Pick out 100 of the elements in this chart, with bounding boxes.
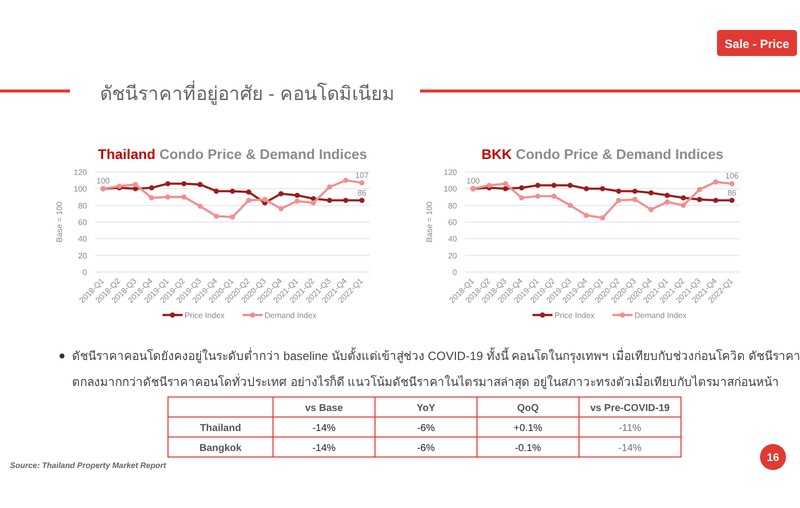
point — [502, 186, 508, 192]
point — [664, 192, 670, 198]
point — [486, 182, 492, 188]
point — [632, 188, 638, 194]
legend-label: Price Index — [554, 311, 595, 320]
chart-title: Thailand Condo Price & Demand Indices — [98, 146, 368, 162]
point — [568, 182, 573, 188]
y-tick-label: 20 — [78, 251, 88, 260]
point — [294, 198, 300, 204]
point — [343, 198, 348, 203]
text: Sale - Price — [724, 37, 790, 51]
y-tick-label: 20 — [448, 251, 458, 260]
y-tick-label: 80 — [448, 201, 458, 210]
annotation: 86 — [727, 188, 737, 198]
point — [568, 202, 573, 208]
point — [648, 190, 654, 196]
legend-label: Demand Index — [634, 311, 687, 320]
text: 16 — [766, 452, 780, 464]
y-axis-title: Base = 100 — [55, 201, 64, 242]
y-tick-label: 100 — [74, 184, 88, 194]
point — [551, 182, 557, 188]
category-label: vs Pre-COVID-19 — [590, 403, 670, 414]
y-tick-label: 60 — [78, 218, 88, 227]
point — [729, 181, 735, 186]
point — [149, 185, 154, 190]
y-tick-label: 60 — [448, 218, 458, 227]
point — [600, 186, 606, 192]
point — [278, 206, 284, 212]
point — [359, 198, 365, 203]
source-note: Source: Thailand Property Market Report — [10, 461, 166, 470]
category-label: QoQ — [517, 403, 540, 414]
point — [132, 182, 138, 188]
chart-title: BKK Condo Price & Demand Indices — [482, 146, 724, 162]
point — [551, 194, 557, 199]
point — [165, 194, 170, 200]
annotation: 106 — [725, 172, 740, 181]
point — [519, 185, 524, 190]
point — [214, 188, 219, 194]
point — [535, 194, 540, 199]
point — [600, 215, 606, 220]
point — [616, 188, 622, 194]
point — [230, 188, 236, 194]
point — [584, 186, 589, 192]
point — [310, 200, 316, 206]
point — [214, 214, 219, 219]
point — [294, 192, 300, 198]
text: ตกลงมากกว่าดัชนีราคาคอนโดทั่วประเทศ อย่างไรก็ดี แนวโน้มดัชนีราคาในไตรมาสล่าสุด อยู่ในสภาวะทรงตัวเมื่อเทียบกับไตรมาสก่อนหน้า — [72, 373, 780, 390]
point — [680, 195, 686, 200]
category-label: vs Base — [305, 403, 344, 414]
point — [198, 182, 203, 188]
annotation: 107 — [355, 170, 370, 180]
annotation: 86 — [357, 188, 367, 198]
y-tick-label: 0 — [82, 268, 88, 277]
point — [696, 186, 702, 192]
text: -14% — [312, 443, 336, 454]
text: -14% — [618, 443, 642, 454]
point — [584, 212, 589, 218]
text: -14% — [312, 423, 336, 434]
y-tick-label: 100 — [444, 184, 458, 194]
category-label: Bangkok — [199, 443, 242, 454]
annotation: 100 — [96, 176, 110, 186]
y-tick-label: 40 — [78, 234, 88, 244]
category-label: YoY — [416, 403, 436, 414]
point — [713, 179, 718, 185]
point — [230, 214, 236, 220]
point — [181, 194, 187, 200]
point — [713, 198, 718, 203]
point — [696, 196, 702, 202]
legend-label: Demand Index — [264, 311, 317, 320]
point — [680, 202, 686, 208]
text: -0.1% — [514, 443, 542, 454]
point — [262, 196, 268, 202]
point — [632, 196, 638, 202]
y-tick-label: 40 — [448, 234, 458, 244]
point — [519, 195, 524, 200]
point — [648, 206, 654, 212]
y-tick-label: 120 — [74, 168, 88, 177]
point — [198, 204, 203, 209]
point — [535, 182, 540, 188]
text: -6% — [417, 443, 435, 454]
annotation: 100 — [466, 176, 480, 186]
point — [326, 184, 332, 190]
point — [359, 180, 365, 186]
point — [616, 198, 622, 203]
point — [343, 178, 348, 183]
point — [165, 181, 170, 186]
text: ดัชนีราคาคอนโดยังคงอยู่ในระดับต่ำกว่า baseline นับตั้งแต่เข้าสู่ช่วง COVID-19 ทั้งนี้ คอนโดในกรุงเทพฯ เมื่อเทียบกับช่วงก่อนโควิด ดัชนีราคา — [72, 347, 800, 364]
text: -6% — [417, 423, 435, 434]
y-tick-label: 120 — [444, 168, 458, 177]
text: ดัชนีราคาที่อยู่อาศัย - คอนโดมิเนียม — [100, 80, 395, 105]
point — [181, 181, 187, 186]
point — [246, 189, 252, 195]
point — [502, 181, 508, 186]
text: +0.1% — [514, 423, 542, 434]
y-tick-label: 80 — [78, 201, 88, 210]
point — [326, 198, 332, 203]
legend-label: Price Index — [184, 311, 225, 320]
point — [149, 195, 154, 200]
point — [664, 199, 670, 205]
text: -11% — [618, 423, 642, 434]
